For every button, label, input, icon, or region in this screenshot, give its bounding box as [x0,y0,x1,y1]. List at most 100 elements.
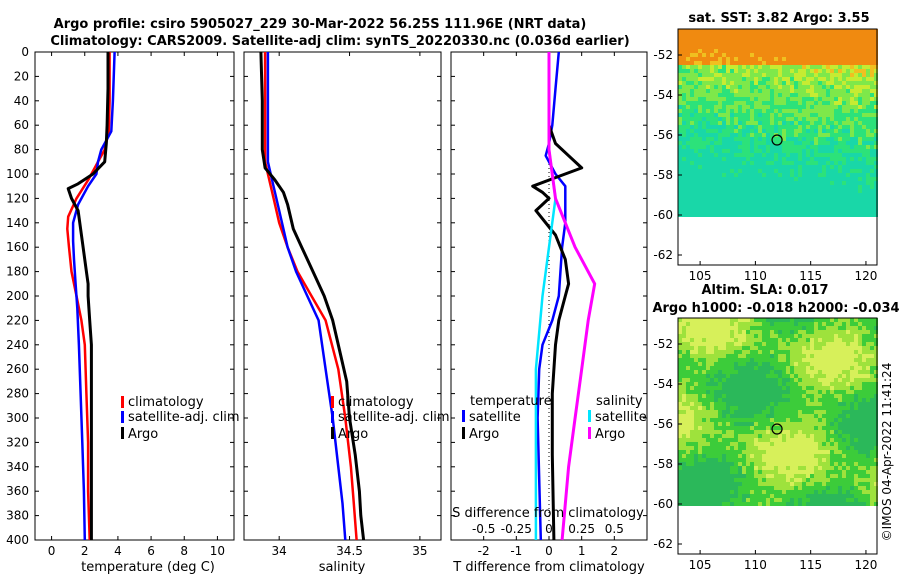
map-cell [846,434,850,438]
map-cell [814,422,818,426]
map-cell [730,93,734,97]
map-cell [838,173,842,177]
map-cell [854,109,858,113]
map-cell [738,57,742,61]
map-cell [810,382,814,386]
map-cell [806,358,810,362]
map-cell [866,490,870,494]
map-cell [854,33,858,37]
map-cell [802,466,806,470]
map-cell [694,486,698,490]
map-cell [814,474,818,478]
map-cell [754,482,758,486]
map-cell [786,410,790,414]
map-cell [830,133,834,137]
map-cell [730,386,734,390]
map-cell [690,137,694,141]
map-cell [858,398,862,402]
map-cell [778,346,782,350]
map-cell [810,442,814,446]
map-cell [762,318,766,322]
map-cell [718,462,722,466]
map-cell [718,434,722,438]
map-cell [694,386,698,390]
map-cell [778,342,782,346]
map-cell [698,454,702,458]
map-cell [766,189,770,193]
map-cell [694,458,698,462]
map-cell [766,374,770,378]
map-cell [762,466,766,470]
map-cell [794,322,798,326]
map-cell [754,474,758,478]
map-cell [826,442,830,446]
map-cell [774,69,778,73]
map-cell [766,326,770,330]
map-cell [814,133,818,137]
map-cell [762,137,766,141]
map-cell [846,57,850,61]
map-cell [866,193,870,197]
map-cell [778,97,782,101]
map-cell [766,398,770,402]
map-cell [682,374,686,378]
map-cell [774,346,778,350]
map-cell [834,358,838,362]
map-cell [830,442,834,446]
map-cell [774,410,778,414]
map-cell [862,406,866,410]
map-cell [802,197,806,201]
map-cell [806,490,810,494]
map-cell [846,482,850,486]
map-cell [678,153,682,157]
map-cell [702,209,706,213]
map-cell [806,486,810,490]
map-cell [754,161,758,165]
map-cell [826,193,830,197]
map-cell [770,205,774,209]
map-cell [850,53,854,57]
map-cell [686,181,690,185]
map-cell [838,45,842,49]
map-cell [718,426,722,430]
map-cell [838,125,842,129]
map-cell [758,189,762,193]
map-cell [818,73,822,77]
map-cell [838,85,842,89]
map-cell [758,109,762,113]
map-cell [686,390,690,394]
map-cell [698,181,702,185]
map-cell [818,153,822,157]
map-cell [706,41,710,45]
map-cell [830,57,834,61]
map-cell [682,53,686,57]
map-cell [686,117,690,121]
map-cell [874,173,878,177]
map-cell [750,89,754,93]
map-cell [686,113,690,117]
map-cell [726,173,730,177]
map-cell [690,426,694,430]
map-cell [834,177,838,181]
map-cell [854,77,858,81]
map-cell [758,181,762,185]
map-cell [814,137,818,141]
map-cell [858,410,862,414]
map-cell [678,57,682,61]
map-cell [866,157,870,161]
map-cell [790,434,794,438]
map-cell [746,322,750,326]
map-cell [726,209,730,213]
map-cell [710,57,714,61]
map-cell [682,382,686,386]
map-cell [810,438,814,442]
map-cell [814,346,818,350]
map-cell [754,370,758,374]
map-cell [786,157,790,161]
map-cell [730,422,734,426]
map-cell [710,181,714,185]
map-cell [770,93,774,97]
map-cell [786,37,790,41]
map-cell [734,193,738,197]
map-cell [874,141,878,145]
